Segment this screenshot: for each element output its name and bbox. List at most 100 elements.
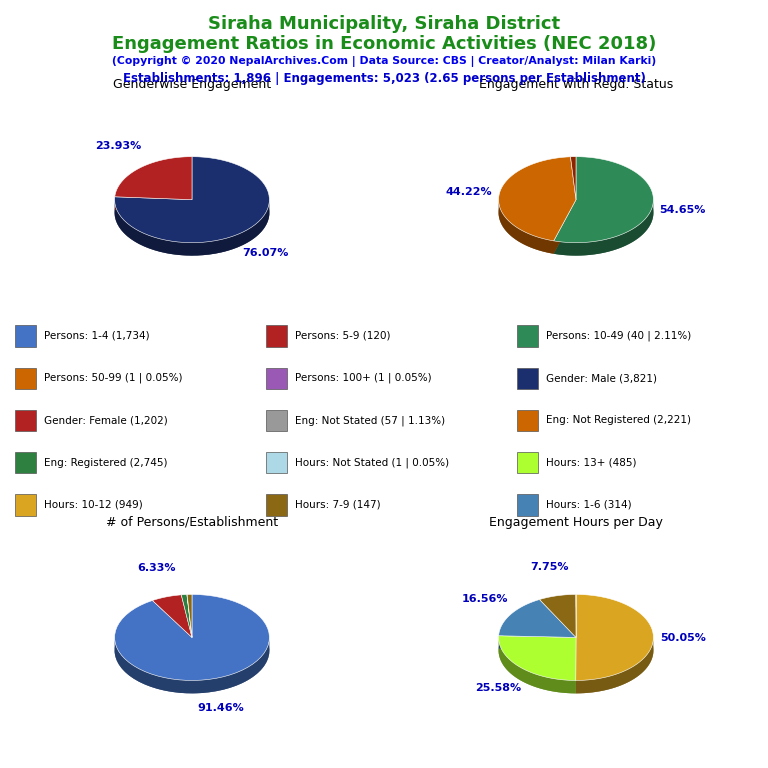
Text: Eng: Not Stated (57 | 1.13%): Eng: Not Stated (57 | 1.13%) [295,415,445,425]
Polygon shape [154,675,156,688]
Polygon shape [152,607,192,650]
Polygon shape [576,607,654,694]
Polygon shape [143,670,144,684]
Polygon shape [187,607,192,650]
Polygon shape [187,594,192,637]
Polygon shape [194,680,196,694]
Polygon shape [205,242,207,255]
Polygon shape [211,241,213,254]
Polygon shape [179,242,180,255]
Polygon shape [231,674,233,687]
FancyBboxPatch shape [266,410,287,431]
Text: Hours: 7-9 (147): Hours: 7-9 (147) [295,500,380,510]
Polygon shape [216,678,217,691]
Polygon shape [498,157,576,241]
Polygon shape [203,680,204,693]
Polygon shape [114,157,192,200]
Polygon shape [148,673,150,687]
Polygon shape [241,670,242,684]
Polygon shape [230,237,231,250]
Polygon shape [136,229,137,243]
Polygon shape [141,232,142,245]
Text: Gender: Male (3,821): Gender: Male (3,821) [545,373,657,383]
FancyBboxPatch shape [266,495,287,515]
Polygon shape [184,243,185,256]
Polygon shape [250,665,251,679]
Polygon shape [186,680,187,694]
Polygon shape [199,680,200,694]
Text: 54.65%: 54.65% [659,205,706,215]
Polygon shape [157,238,158,251]
Polygon shape [220,240,222,253]
Polygon shape [223,239,225,252]
Text: Hours: 10-12 (949): Hours: 10-12 (949) [44,500,143,510]
Polygon shape [192,680,194,694]
Polygon shape [214,679,215,692]
Polygon shape [227,675,228,689]
Polygon shape [209,241,210,254]
Polygon shape [175,242,177,255]
Polygon shape [231,237,233,250]
Polygon shape [168,240,169,253]
Polygon shape [242,670,243,683]
Polygon shape [204,242,205,255]
Polygon shape [498,612,576,650]
Polygon shape [180,242,181,255]
Polygon shape [244,231,245,244]
Polygon shape [186,243,187,256]
Polygon shape [114,170,270,256]
Text: 7.75%: 7.75% [531,561,569,571]
Polygon shape [161,239,162,253]
Polygon shape [182,680,184,693]
Polygon shape [173,241,174,254]
Polygon shape [244,669,245,682]
Text: 25.58%: 25.58% [475,683,521,693]
Polygon shape [240,233,241,247]
Polygon shape [498,600,576,637]
Polygon shape [248,667,250,680]
Text: Persons: 100+ (1 | 0.05%): Persons: 100+ (1 | 0.05%) [295,373,432,383]
Polygon shape [190,243,192,256]
FancyBboxPatch shape [517,495,538,515]
Polygon shape [216,240,217,253]
Polygon shape [145,234,147,247]
Polygon shape [177,680,179,693]
Polygon shape [247,667,248,680]
Polygon shape [242,232,243,245]
Polygon shape [177,242,179,255]
Text: 44.22%: 44.22% [446,187,492,197]
Polygon shape [184,680,185,694]
Polygon shape [251,665,252,678]
Polygon shape [236,235,237,248]
Polygon shape [140,231,141,245]
Polygon shape [114,170,192,213]
Polygon shape [245,668,246,682]
Polygon shape [159,677,161,690]
Polygon shape [554,157,654,243]
Polygon shape [136,667,137,680]
Polygon shape [174,241,175,254]
Polygon shape [181,242,182,255]
FancyBboxPatch shape [15,410,36,431]
Text: Gender: Female (1,202): Gender: Female (1,202) [44,415,167,425]
Polygon shape [140,669,141,683]
Polygon shape [213,241,214,254]
Polygon shape [220,677,222,690]
Title: Genderwise Engagement: Genderwise Engagement [113,78,271,91]
Polygon shape [138,668,139,682]
Polygon shape [192,243,194,256]
Text: Eng: Registered (2,745): Eng: Registered (2,745) [44,458,167,468]
Polygon shape [145,672,147,685]
Polygon shape [498,636,576,680]
Text: (Copyright © 2020 NepalArchives.Com | Data Source: CBS | Creator/Analyst: Milan : (Copyright © 2020 NepalArchives.Com | Da… [112,56,656,67]
Polygon shape [230,674,231,687]
Polygon shape [215,678,216,691]
Polygon shape [250,227,251,241]
Polygon shape [198,243,199,256]
Polygon shape [197,243,198,256]
Polygon shape [134,229,136,242]
Polygon shape [236,673,237,686]
Polygon shape [142,233,143,246]
Polygon shape [194,243,196,256]
Text: Persons: 50-99 (1 | 0.05%): Persons: 50-99 (1 | 0.05%) [44,373,182,383]
